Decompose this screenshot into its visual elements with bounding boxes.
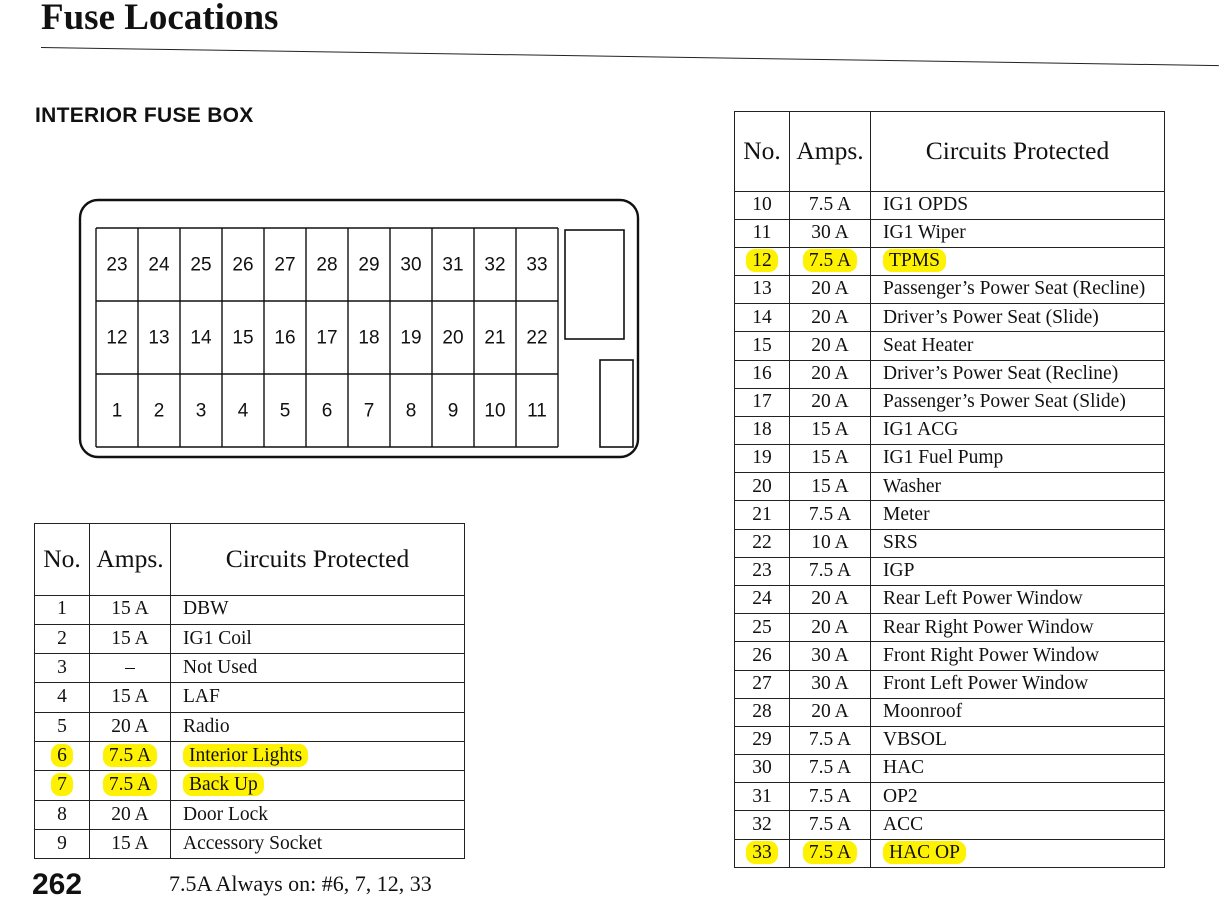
- svg-text:14: 14: [190, 328, 212, 349]
- svg-text:22: 22: [526, 328, 547, 349]
- svg-text:1: 1: [112, 401, 123, 422]
- svg-text:6: 6: [322, 401, 333, 422]
- svg-text:10: 10: [484, 401, 505, 422]
- svg-text:28: 28: [316, 255, 337, 276]
- svg-text:25: 25: [190, 255, 211, 276]
- svg-text:11: 11: [527, 401, 547, 422]
- svg-text:2: 2: [154, 401, 165, 422]
- svg-text:23: 23: [106, 255, 127, 276]
- svg-text:3: 3: [196, 401, 207, 422]
- svg-text:15: 15: [232, 328, 253, 349]
- svg-text:12: 12: [106, 328, 127, 349]
- svg-text:19: 19: [400, 328, 421, 349]
- svg-text:16: 16: [274, 328, 295, 349]
- svg-text:9: 9: [448, 401, 459, 422]
- svg-text:5: 5: [280, 401, 291, 422]
- svg-text:33: 33: [526, 255, 547, 276]
- svg-text:18: 18: [358, 328, 379, 349]
- svg-text:7: 7: [364, 401, 375, 422]
- svg-text:26: 26: [232, 255, 253, 276]
- svg-text:8: 8: [406, 401, 417, 422]
- svg-text:20: 20: [442, 328, 463, 349]
- svg-text:32: 32: [484, 255, 505, 276]
- svg-text:17: 17: [316, 328, 337, 349]
- svg-text:21: 21: [484, 328, 505, 349]
- svg-text:4: 4: [238, 401, 249, 422]
- svg-text:24: 24: [148, 255, 170, 276]
- svg-text:27: 27: [274, 255, 295, 276]
- svg-text:31: 31: [442, 255, 463, 276]
- svg-text:29: 29: [358, 255, 379, 276]
- svg-text:13: 13: [148, 328, 169, 349]
- svg-text:30: 30: [400, 255, 421, 276]
